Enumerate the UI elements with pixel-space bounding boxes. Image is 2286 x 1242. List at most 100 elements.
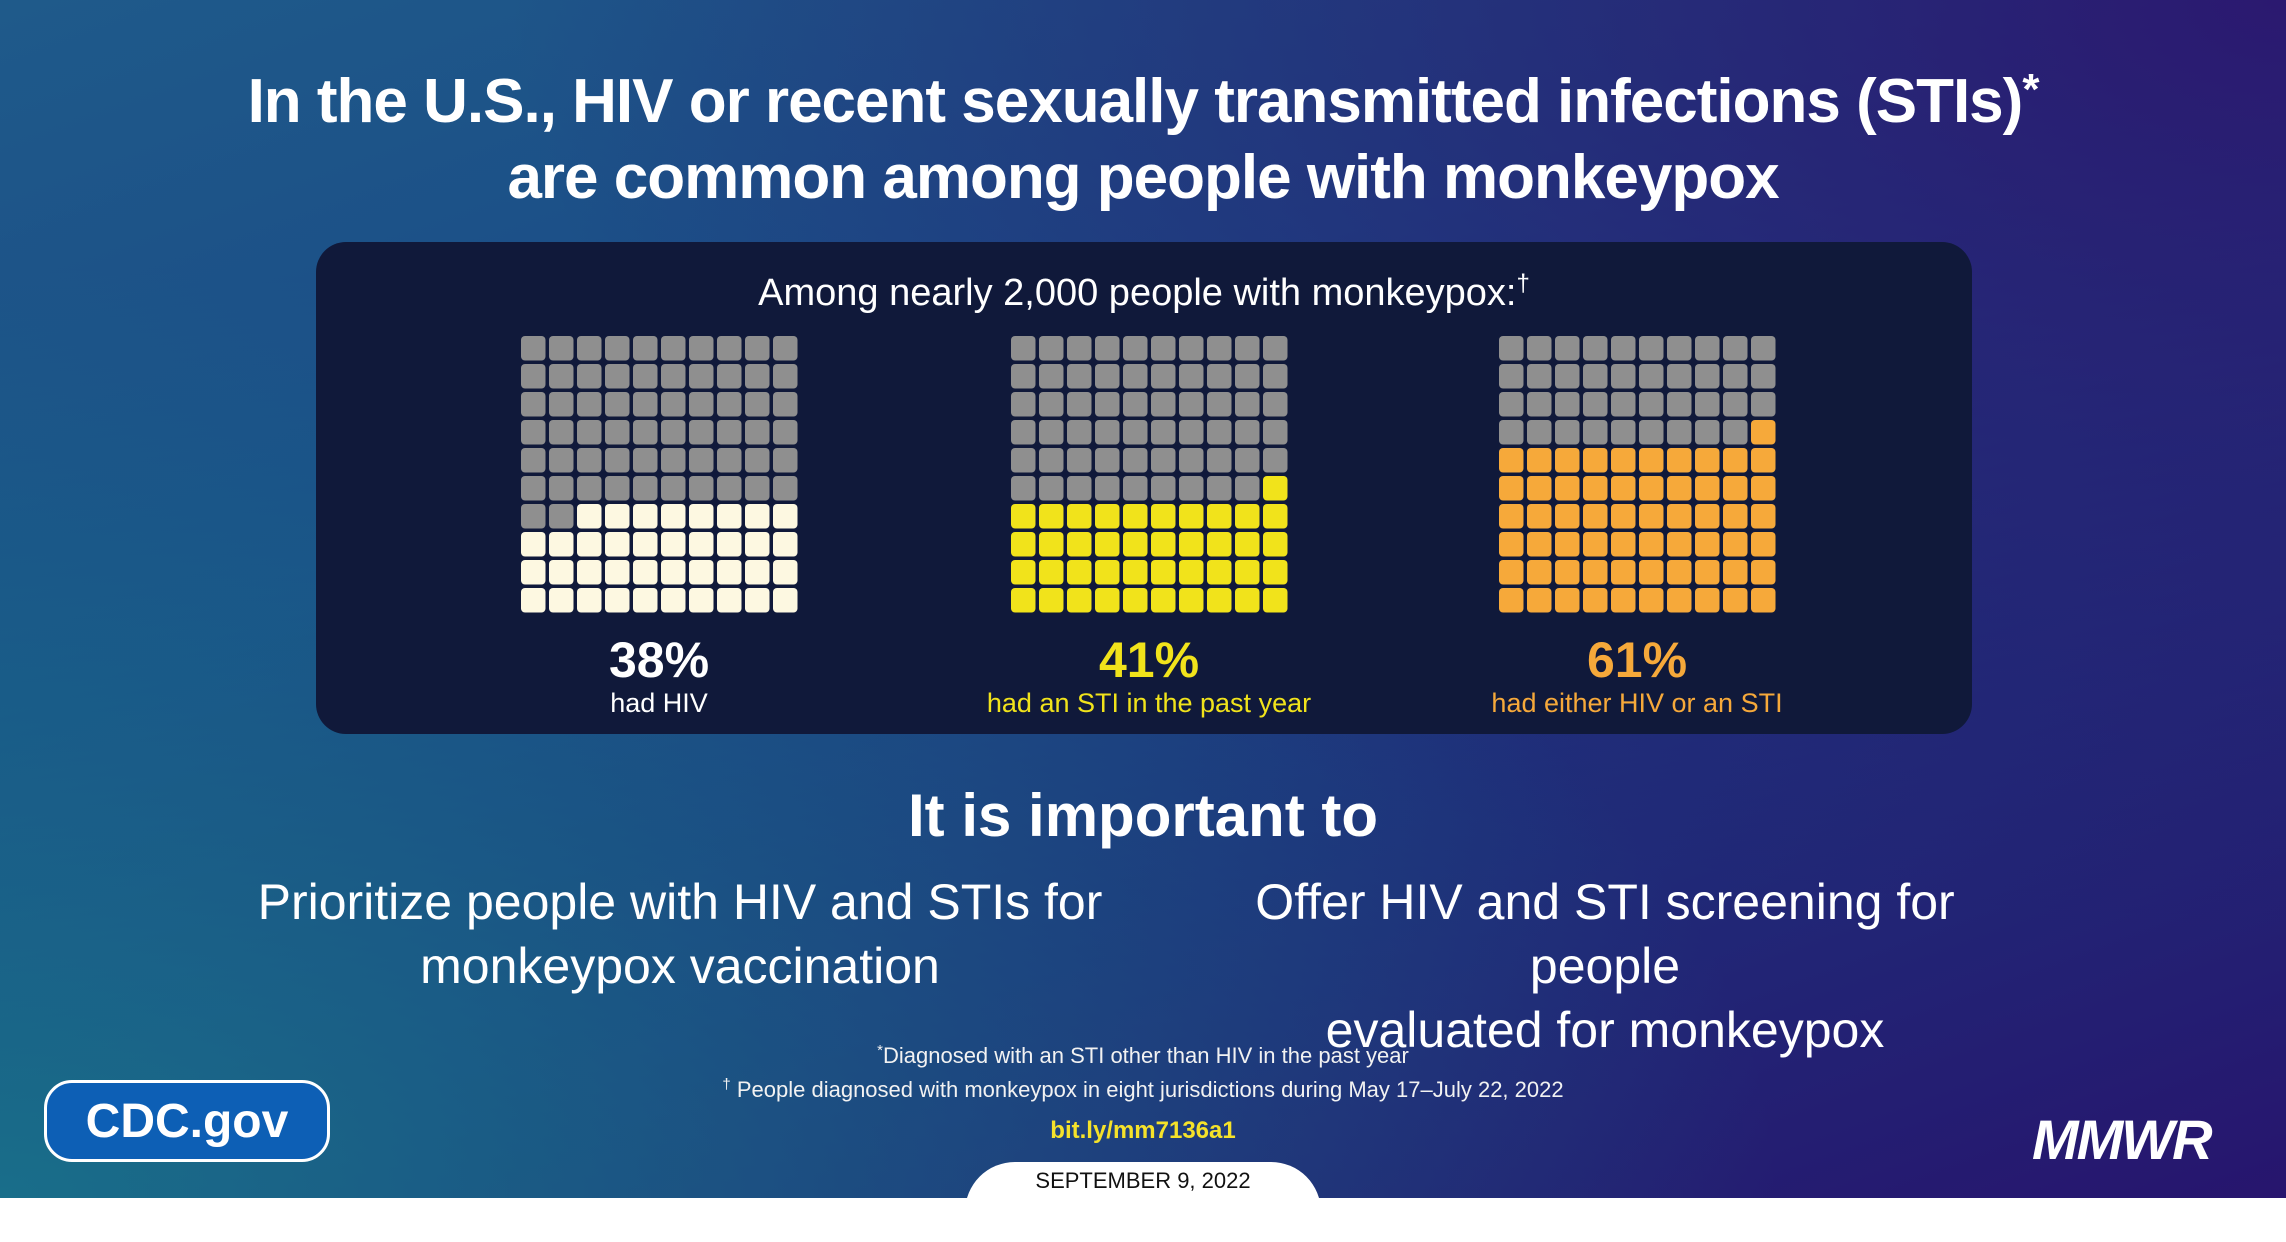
waffle-cell-filled <box>744 560 769 585</box>
waffle-cell-filled <box>660 504 685 529</box>
waffle-cell-filled <box>1150 588 1175 613</box>
waffle-cell-empty <box>1526 420 1551 445</box>
waffle-cell-filled <box>604 504 629 529</box>
waffle-cell-filled <box>1610 448 1635 473</box>
waffle-cell-empty <box>1722 392 1747 417</box>
waffle-cell-empty <box>576 476 601 501</box>
waffle-cell-filled <box>604 560 629 585</box>
waffle-cell-filled <box>632 560 657 585</box>
waffle-cell-empty <box>716 336 741 361</box>
waffle-cell-filled <box>1666 448 1691 473</box>
waffle-cell-filled <box>1150 560 1175 585</box>
waffle-cell-filled <box>1554 560 1579 585</box>
waffle-cell-empty <box>660 420 685 445</box>
waffle-cell-filled <box>1178 560 1203 585</box>
waffle-cell-empty <box>660 364 685 389</box>
waffle-cell-empty <box>1066 364 1091 389</box>
waffle-cell-empty <box>1554 392 1579 417</box>
waffle-cell-filled <box>1694 532 1719 557</box>
waffle-cell-filled <box>1694 476 1719 501</box>
report-link[interactable]: bit.ly/mm7136a1 <box>1050 1117 1236 1144</box>
waffle-cell-empty <box>1094 392 1119 417</box>
waffle-cell-empty <box>1206 364 1231 389</box>
waffle-cell-filled <box>1262 476 1287 501</box>
waffle-cell-empty <box>1038 420 1063 445</box>
waffle-cell-empty <box>688 336 713 361</box>
waffle-cell-filled <box>1498 448 1523 473</box>
waffle-cell-filled <box>1094 560 1119 585</box>
footnote-2-text: People diagnosed with monkeypox in eight… <box>736 1077 1564 1102</box>
waffle-cell-filled <box>576 504 601 529</box>
waffle-cell-filled <box>1498 532 1523 557</box>
waffle-cell-empty <box>1234 392 1259 417</box>
waffle-cell-empty <box>772 364 797 389</box>
waffle-cell-filled <box>1094 588 1119 613</box>
waffle-cell-filled <box>1262 504 1287 529</box>
waffle-cell-filled <box>1582 560 1607 585</box>
publication-date: SEPTEMBER 9, 2022 <box>1035 1168 1251 1193</box>
waffle-cell-filled <box>660 560 685 585</box>
waffle-cell-empty <box>1498 336 1523 361</box>
waffle-cell-empty <box>1010 448 1035 473</box>
waffle-cell-filled <box>1610 532 1635 557</box>
waffle-cell-empty <box>1498 420 1523 445</box>
waffle-cell-empty <box>1610 336 1635 361</box>
waffle-cell-empty <box>772 476 797 501</box>
waffle-cell-filled <box>520 588 545 613</box>
waffle-cell-empty <box>1694 392 1719 417</box>
waffle-cell-empty <box>1722 336 1747 361</box>
waffle-cell-empty <box>1262 364 1287 389</box>
waffle-cell-empty <box>688 420 713 445</box>
waffle-cell-empty <box>1206 420 1231 445</box>
recommendation-screening-line-1: Offer HIV and STI screening for people <box>1255 874 1955 994</box>
recommendation-screening: Offer HIV and STI screening for people e… <box>1175 870 2035 1062</box>
waffle-cell-filled <box>632 532 657 557</box>
waffle-cell-empty <box>1498 364 1523 389</box>
waffle-cell-filled <box>1638 560 1663 585</box>
waffle-cell-empty <box>1750 392 1775 417</box>
waffle-cell-empty <box>1526 364 1551 389</box>
waffle-column-hiv: 38% had HIV <box>514 336 804 719</box>
waffle-cell-empty <box>1554 420 1579 445</box>
waffle-cell-empty <box>1010 336 1035 361</box>
waffle-cell-filled <box>772 588 797 613</box>
waffle-cell-empty <box>1582 420 1607 445</box>
stats-panel: Among nearly 2,000 people with monkeypox… <box>316 242 1972 734</box>
title-line-1: In the U.S., HIV or recent sexually tran… <box>0 52 2286 140</box>
waffle-cell-empty <box>660 336 685 361</box>
main-title: In the U.S., HIV or recent sexually tran… <box>0 52 2286 216</box>
waffle-cell-empty <box>1262 448 1287 473</box>
waffle-cell-empty <box>632 392 657 417</box>
waffle-cell-empty <box>1610 392 1635 417</box>
waffle-cell-filled <box>1526 588 1551 613</box>
waffle-column-either: 61% had either HIV or an STI <box>1491 336 1783 719</box>
waffle-cell-empty <box>1610 364 1635 389</box>
waffle-cell-empty <box>1638 336 1663 361</box>
waffle-cell-filled <box>1694 560 1719 585</box>
waffle-cell-empty <box>1178 364 1203 389</box>
recommendation-vaccination-line-1: Prioritize people with HIV and STIs for <box>257 874 1103 930</box>
waffle-cell-empty <box>520 364 545 389</box>
waffle-cell-empty <box>1150 336 1175 361</box>
important-heading: It is important to <box>908 782 1378 849</box>
waffle-cell-empty <box>1122 448 1147 473</box>
waffle-cell-empty <box>1750 364 1775 389</box>
footnote-2: † People diagnosed with monkeypox in eig… <box>0 1070 2286 1105</box>
waffle-cell-filled <box>1526 504 1551 529</box>
label-sti: had an STI in the past year <box>986 688 1312 718</box>
waffle-cell-empty <box>1178 476 1203 501</box>
waffle-cell-empty <box>548 504 573 529</box>
waffle-cell-empty <box>660 448 685 473</box>
waffle-cell-filled <box>660 532 685 557</box>
waffle-cell-empty <box>1010 364 1035 389</box>
waffle-cell-filled <box>772 504 797 529</box>
footnote-2-mark: † <box>722 1076 731 1093</box>
waffle-cell-filled <box>548 560 573 585</box>
waffle-column-sti: 41% had an STI in the past year <box>987 336 1311 719</box>
waffle-cell-empty <box>632 420 657 445</box>
waffle-cell-empty <box>716 420 741 445</box>
mmwr-logo: MMWR <box>2032 1108 2213 1171</box>
cdc-gov-badge[interactable]: CDC.gov <box>44 1080 330 1162</box>
waffle-cell-empty <box>548 476 573 501</box>
waffle-cell-empty <box>716 392 741 417</box>
